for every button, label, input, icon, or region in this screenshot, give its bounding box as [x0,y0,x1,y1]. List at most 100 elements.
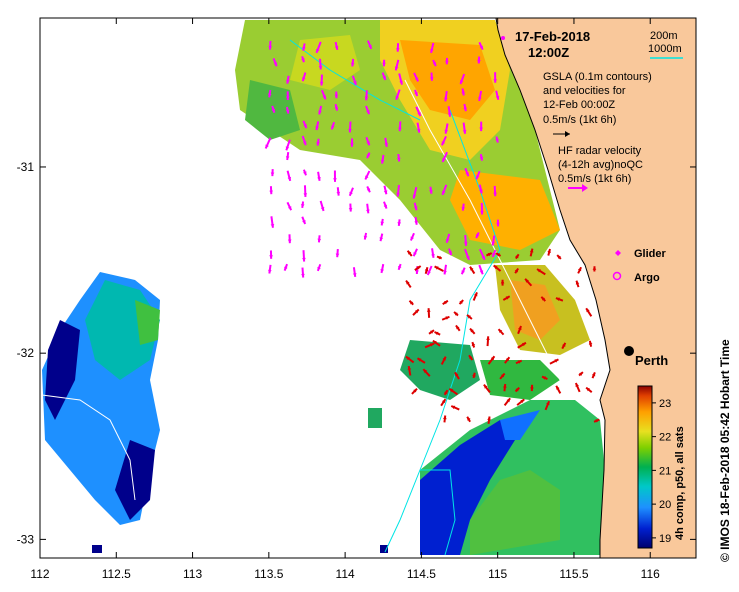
gsla-arrow [466,314,473,320]
gsla-arrow [411,388,418,395]
colorbar [637,385,653,549]
gsla-arrow [428,329,435,335]
gsla-arrow [574,382,581,393]
hf-arrow [480,202,484,215]
hf-arrow [493,185,497,197]
hf-arrow [397,219,402,227]
argo-icon [612,271,622,281]
gsla-arrow [432,339,441,347]
map-date: 17-Feb-2018 [515,29,590,44]
gsla-arrow [455,324,461,332]
hf-arrow [352,267,357,277]
hf-arrow [302,250,306,262]
hf-arrow [267,89,272,98]
hf-arrow [478,41,484,51]
gsla-arrow [486,252,493,257]
hf-arrow [395,89,401,101]
hf-arrow [333,170,337,182]
hf-arrow [430,42,435,54]
hf-arrow [315,121,320,131]
gsla-note-4: 0.5m/s (1kt 6h) [543,114,616,126]
hf-arrow [383,185,388,195]
x-tick-label: 114 [336,567,355,581]
gsla-arrow [503,383,507,392]
hf-arrow [334,41,339,51]
hf-arrow [351,75,357,86]
gsla-arrow [578,371,584,377]
gsla-arrow [453,311,459,317]
gsla-arrow [591,371,596,379]
colorbar-tick-label: 19 [659,533,671,545]
hf-arrow [478,184,483,194]
hf-note-2: (4-12h avg)noQC [558,159,643,171]
hf-arrow [461,88,465,96]
hf-arrow [365,136,371,146]
gsla-arrow [416,357,426,364]
y-tick-label: -33 [17,532,35,546]
gsla-arrow [493,264,502,272]
x-tick-label: 113 [183,567,202,581]
gsla-arrow [424,266,429,275]
hf-arrow [495,136,499,143]
gsla-arrow [504,356,511,364]
hf-arrow [461,203,466,211]
hf-arrow [414,216,418,225]
hf-arrow [444,123,449,134]
plot-frame [39,17,697,559]
hf-arrow [380,218,385,226]
hf-arrow [459,73,466,85]
hf-arrow [463,248,470,261]
gsla-arrow [530,384,534,392]
gsla-arrow [466,416,471,423]
gsla-arrow [450,405,460,411]
gsla-arrow [575,280,580,288]
gsla-arrow [592,266,597,272]
hf-arrow [269,250,273,259]
gsla-arrow [529,248,534,257]
gsla-arrow [448,387,459,396]
gsla-arrow [588,340,593,347]
hf-arrow [412,248,418,257]
hf-arrow [286,170,292,182]
contour-1000m [384,109,501,553]
map-time: 12:00Z [528,45,569,60]
hf-arrow [384,137,388,147]
gsla-arrow [514,267,520,274]
hf-arrow [316,263,322,272]
hf-arrow [475,232,480,239]
hf-arrow [363,232,368,240]
hf-arrow [477,56,481,64]
hf-arrow [463,103,467,112]
gsla-arrow [515,359,523,365]
x-tick-label: 112.5 [102,567,131,581]
hf-arrow [350,58,355,67]
gsla-arrow [517,341,527,349]
gsla-arrow [434,331,441,336]
gsla-arrow [469,266,476,275]
gsla-arrow [555,385,562,394]
hf-arrow [478,248,486,261]
hf-arrow [491,235,496,246]
hf-arrow [301,135,307,146]
gsla-arrow [585,307,593,317]
hf-arrow [348,187,354,197]
gsla-arrow [585,386,593,393]
gsla-arrow [577,266,582,274]
gsla-arrow [497,328,505,336]
hf-arrow [447,248,453,256]
hf-arrow [412,186,418,199]
hf-arrow [315,41,322,54]
hf-arrow [383,201,388,209]
hf-arrow [495,90,500,100]
contour-200m [404,79,561,381]
hf-arrow [348,203,353,212]
gsla-arrow [424,342,435,349]
hf-arrow [460,267,466,275]
hf-arrow [270,216,275,228]
hf-arrow [320,89,327,100]
gsla-arrow [517,325,522,335]
x-tick-label: 112 [30,567,49,581]
hf-arrow [268,264,272,274]
hf-arrow [380,154,385,164]
hf-arrow [319,200,325,212]
